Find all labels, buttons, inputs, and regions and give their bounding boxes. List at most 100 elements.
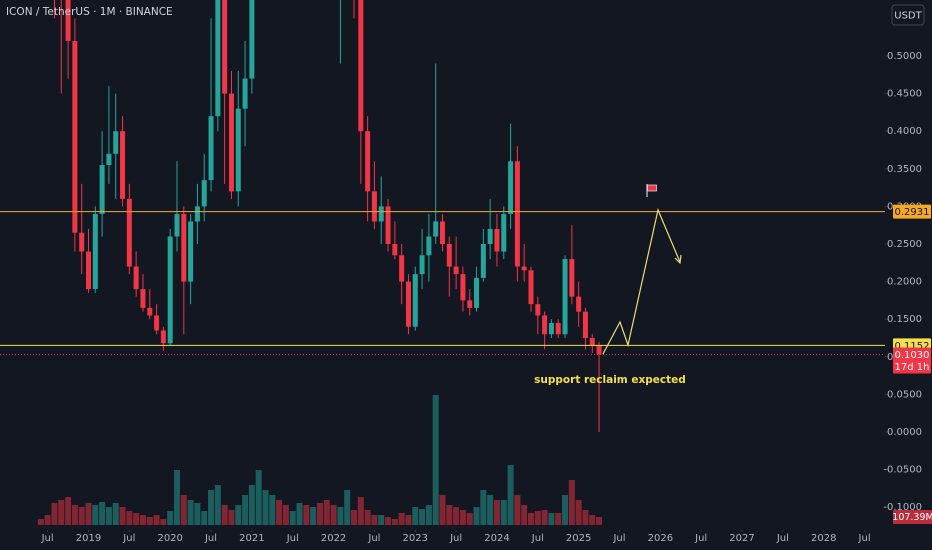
y-tick-label: 0.4000 <box>887 126 922 137</box>
candle-body <box>528 270 534 305</box>
candle-body <box>249 0 255 79</box>
volume-bar <box>351 510 357 525</box>
countdown-label: 17d 1h <box>895 362 930 373</box>
candle-body <box>113 131 119 154</box>
x-tick-label: 2021 <box>239 533 264 544</box>
x-tick-label: 2023 <box>403 533 428 544</box>
candle-body <box>467 300 473 308</box>
x-tick-label: 2020 <box>157 533 182 544</box>
volume-bar <box>310 506 317 525</box>
volume-bar <box>548 513 555 525</box>
volume-bar <box>214 485 221 525</box>
candle-body <box>242 78 248 109</box>
volume-bar <box>133 513 140 525</box>
candle-body <box>440 221 445 245</box>
candle-body <box>555 322 561 335</box>
volume-bar <box>391 519 398 525</box>
candle-body <box>392 244 398 256</box>
y-tick-label: 0.2000 <box>887 277 922 288</box>
volume-bar <box>439 495 446 525</box>
candle-body <box>188 221 194 282</box>
volume-bar <box>575 500 582 525</box>
candle-body <box>181 213 187 282</box>
last-price-label: 0.1030 <box>895 350 930 361</box>
volume-bar <box>276 500 283 525</box>
volume-bar <box>371 515 378 525</box>
volume-bar <box>255 470 262 525</box>
level-label: 0.2931 <box>895 207 930 218</box>
candle-body <box>120 131 126 199</box>
volume-bar <box>412 506 419 525</box>
volume-bar <box>180 495 187 525</box>
volume-bar <box>589 515 596 525</box>
volume-bar <box>289 510 296 525</box>
candle-body <box>569 259 575 297</box>
candle-body <box>446 244 452 267</box>
currency-label[interactable]: USDT <box>894 11 922 22</box>
volume-bar <box>208 490 215 525</box>
candle-body <box>201 180 207 207</box>
currency-button[interactable] <box>891 4 925 26</box>
volume-bar <box>119 506 126 525</box>
volume-bar <box>596 516 603 525</box>
candle-body <box>548 322 554 335</box>
volume-bar <box>146 516 153 525</box>
x-tick-label: 2019 <box>76 533 101 544</box>
y-tick-label: 0.3500 <box>887 164 922 175</box>
volume-bar <box>514 495 521 525</box>
volume-bar <box>344 490 351 525</box>
x-tick-label: Jul <box>449 533 462 544</box>
volume-bar <box>303 505 310 525</box>
x-tick-label: Jul <box>776 533 789 544</box>
x-tick-label: Jul <box>204 533 217 544</box>
candle-body <box>453 266 459 275</box>
x-tick-label: 2022 <box>321 533 346 544</box>
volume-bar <box>480 490 487 525</box>
volume-bar <box>562 495 569 525</box>
volume-bar <box>357 496 364 525</box>
volume-bar <box>51 503 58 525</box>
volume-bar <box>221 505 228 525</box>
volume-bar <box>453 506 460 525</box>
candle-body <box>535 304 541 316</box>
candle-body <box>562 259 568 335</box>
volume-bar <box>507 465 514 525</box>
candle-body <box>358 0 364 132</box>
candle-body <box>399 255 405 282</box>
candle-body <box>86 251 91 290</box>
volume-bar <box>201 510 208 525</box>
volume-label-box <box>893 509 932 524</box>
candle-body <box>405 281 411 327</box>
candle-body <box>576 296 582 312</box>
volume-bar <box>316 503 323 525</box>
volume-bar <box>99 501 106 525</box>
volume-bar <box>364 510 371 525</box>
volume-bar <box>71 505 78 525</box>
volume-bar <box>78 506 85 525</box>
volume-bar <box>425 505 432 525</box>
candle-body <box>378 206 384 222</box>
volume-bar <box>44 515 51 525</box>
candle-body <box>514 161 520 267</box>
volume-bar <box>459 510 466 525</box>
candle-body <box>480 244 486 278</box>
x-tick-label: 2026 <box>648 533 673 544</box>
volume-bar <box>500 500 507 525</box>
candle-body <box>215 0 221 117</box>
candle-body <box>174 213 180 237</box>
x-tick-label: 2025 <box>566 533 591 544</box>
volume-bar <box>112 503 119 525</box>
volume-bar <box>555 513 562 525</box>
volume-bar <box>269 495 276 525</box>
x-tick-label: Jul <box>694 533 707 544</box>
volume-bar <box>92 505 99 525</box>
volume-bar <box>58 500 65 525</box>
candle-body <box>126 198 132 267</box>
candle-body <box>140 289 146 308</box>
candle-body <box>582 311 588 338</box>
candle-body <box>501 213 507 252</box>
candle-body <box>99 165 105 214</box>
x-tick-label: 2028 <box>811 533 836 544</box>
volume-bar <box>534 510 541 525</box>
